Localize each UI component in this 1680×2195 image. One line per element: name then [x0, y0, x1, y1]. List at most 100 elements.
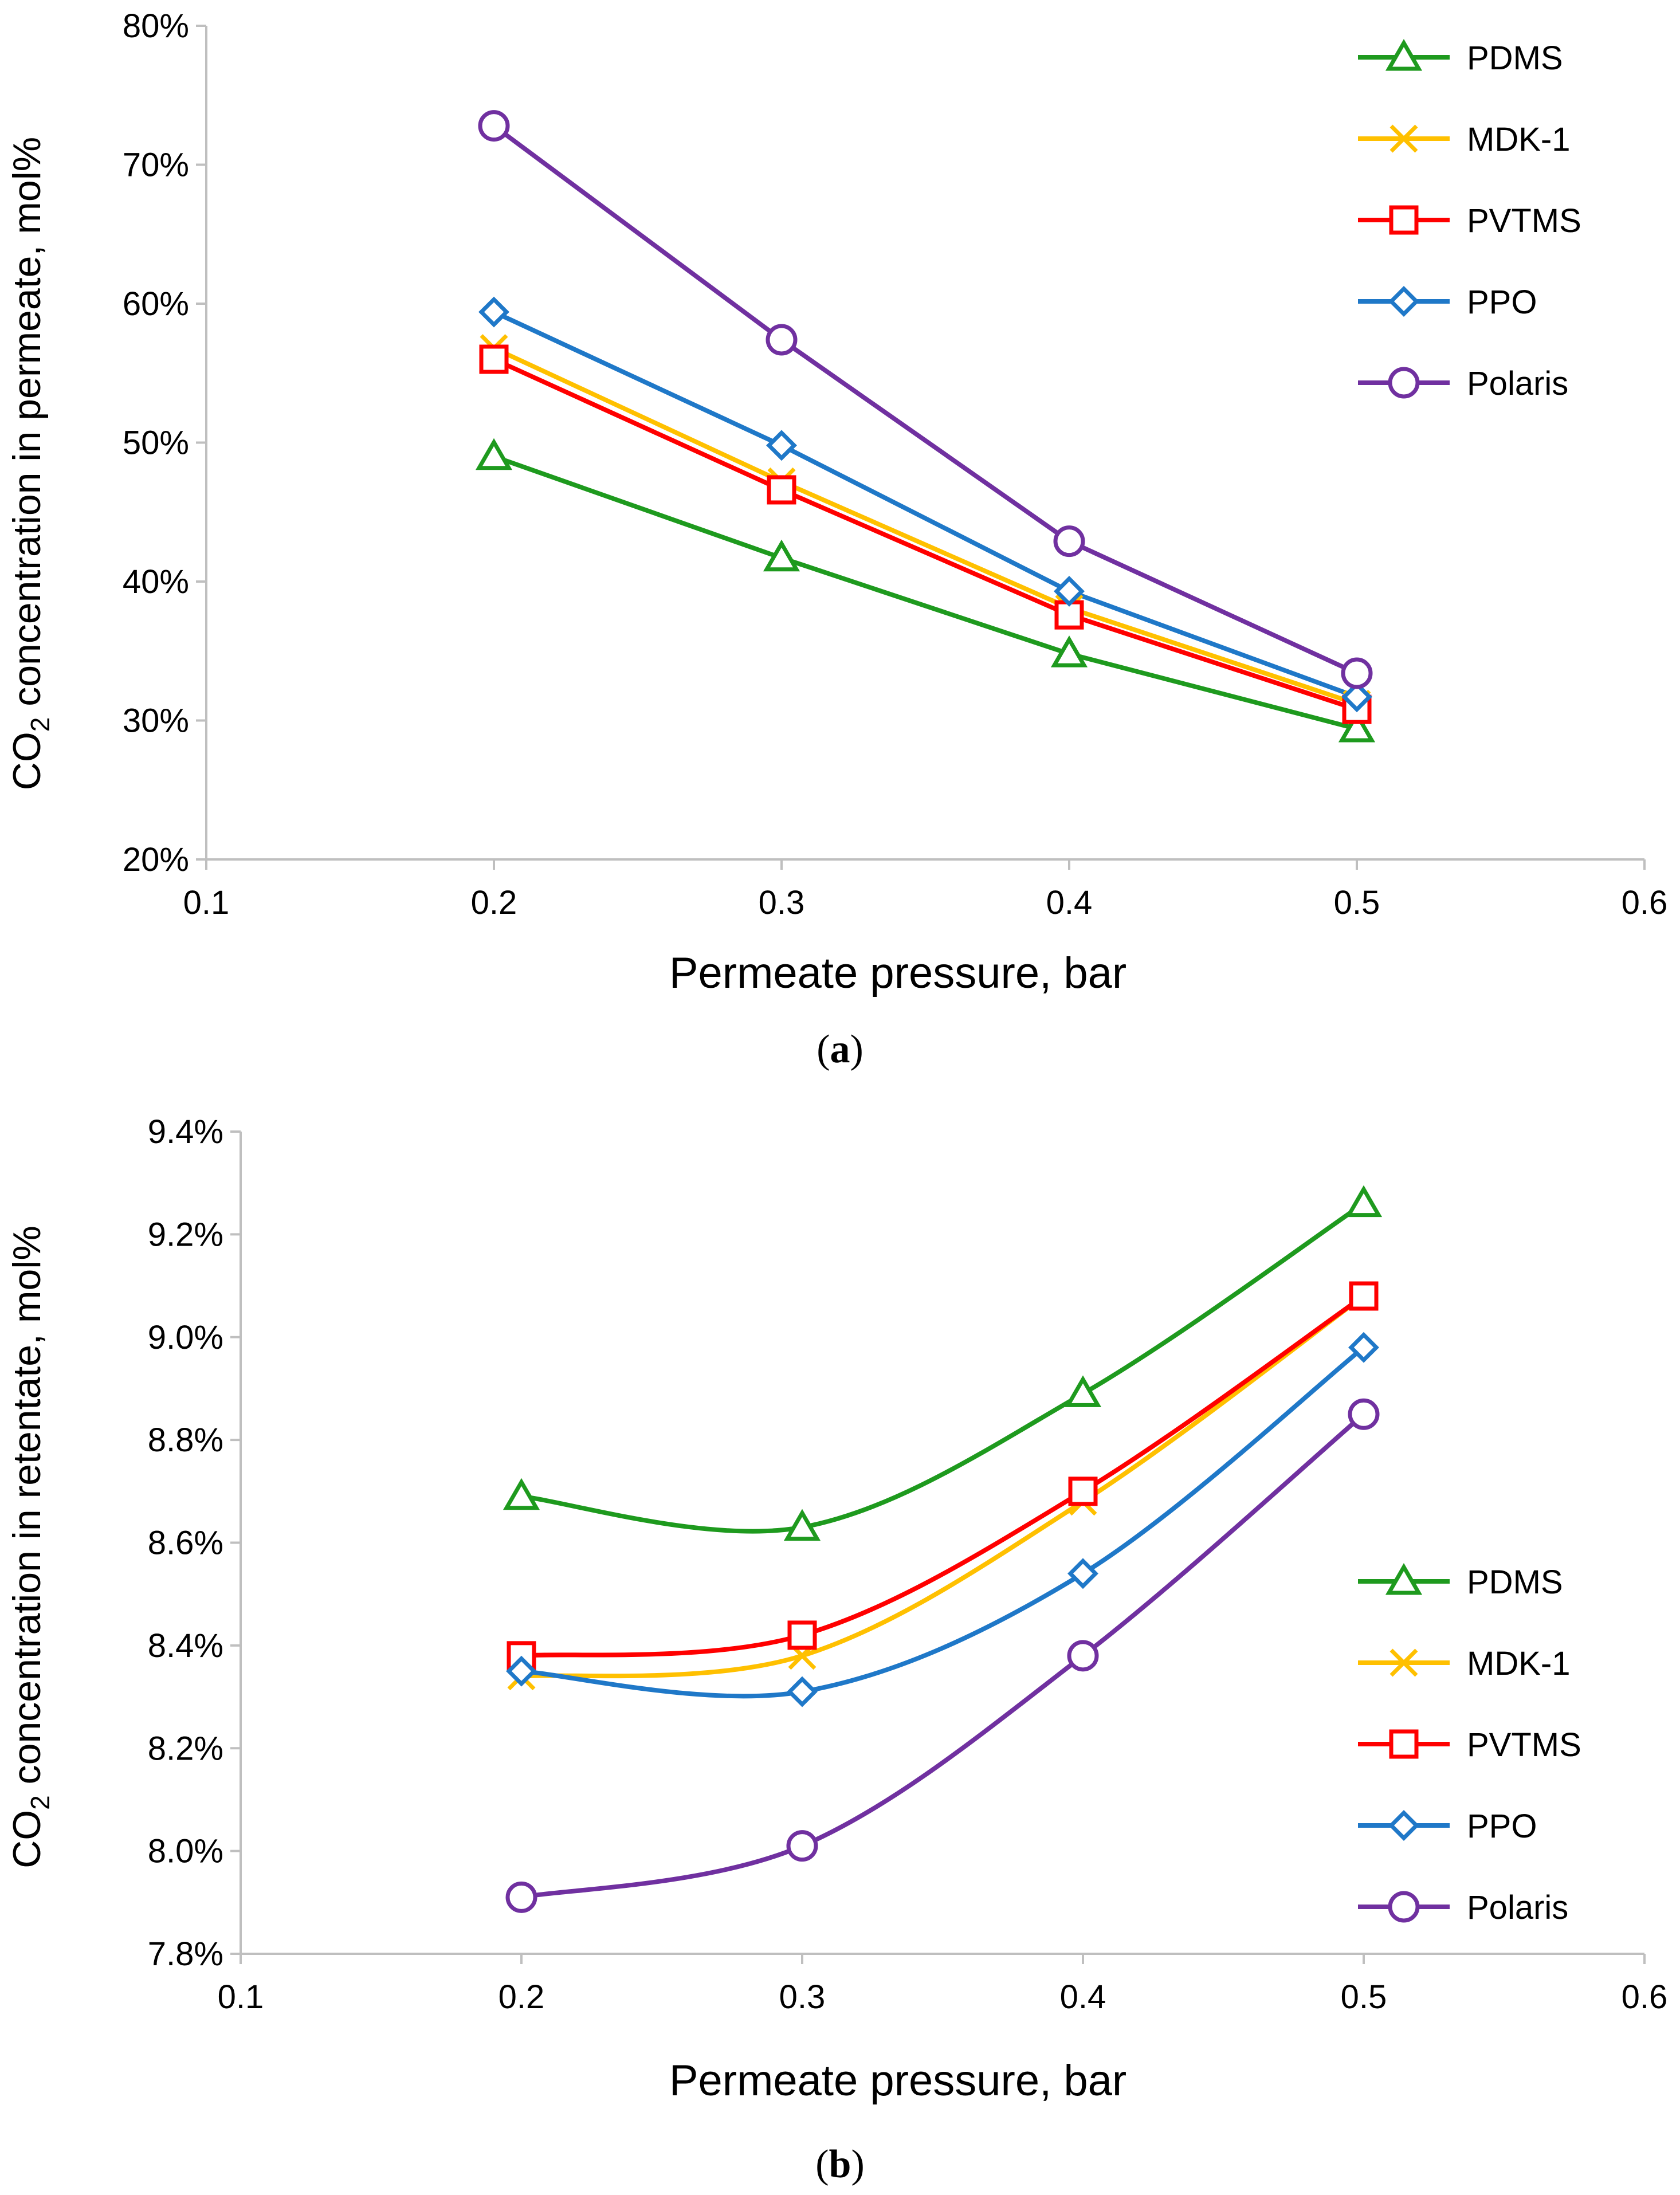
series-line-ppo: [493, 309, 1358, 700]
data-point-pdms: [1050, 635, 1088, 667]
data-point-polaris: [786, 1830, 818, 1862]
chart-b-legend: PDMS MDK-1 PVTMS PPO Polaris: [1358, 1563, 1581, 1926]
chart-a-permeate: 20%30%40%50%60%70%80%0.1 0.2 0.3 0.4 0.5 0.6 …: [5, 7, 1667, 1071]
series-line-pdms: [521, 1201, 1365, 1534]
y-tick-label: 60%: [123, 285, 189, 323]
data-point-pvtms: [1349, 1281, 1379, 1311]
data-point-polaris: [766, 324, 798, 356]
chart-a-y-axis-title: CO2 concentration in permeate, mol%: [5, 137, 55, 791]
y-tick-label: 8.4%: [148, 1627, 223, 1664]
data-point-polaris: [505, 1881, 537, 1913]
x-tick-label: 0.2: [498, 1978, 545, 2016]
x-tick-label: 0.6: [1622, 1978, 1668, 2016]
data-point-polaris: [478, 110, 510, 142]
data-point-ppo: [478, 296, 509, 328]
y-tick-label: 50%: [123, 425, 189, 462]
legend-label: PPO: [1467, 284, 1537, 321]
y-tick-label: 30%: [123, 702, 189, 740]
legend-label: Polaris: [1467, 365, 1568, 402]
legend-entry-mdk-1: MDK-1: [1358, 121, 1570, 158]
y-tick-label: 8.2%: [148, 1730, 223, 1767]
chart-b-caption: (b): [815, 2142, 865, 2186]
y-tick-label: 8.8%: [148, 1422, 223, 1459]
legend-marker: [1389, 1648, 1418, 1677]
data-point-ppo: [1067, 1558, 1098, 1589]
series-line-pvtms: [493, 357, 1358, 712]
legend-entry-polaris: Polaris: [1358, 1889, 1568, 1926]
x-tick-label: 0.5: [1334, 884, 1380, 921]
y-tick-label: 70%: [123, 147, 189, 184]
data-point-ppo: [1054, 576, 1085, 607]
data-point-pvtms: [479, 344, 509, 374]
y-tick-label: 9.0%: [148, 1319, 223, 1356]
x-tick-label: 0.6: [1622, 884, 1668, 921]
series-line-mdk-1: [493, 345, 1358, 706]
legend-label: Polaris: [1467, 1889, 1568, 1926]
data-point-pvtms: [1068, 1477, 1098, 1506]
legend-marker: [1389, 205, 1419, 235]
legend-label: PVTMS: [1467, 202, 1581, 239]
data-point-pvtms: [767, 475, 796, 505]
data-point-polaris: [1341, 657, 1373, 689]
legend-entry-ppo: PPO: [1358, 1808, 1537, 1845]
legend-marker: [1389, 124, 1418, 153]
legend-entry-ppo: PPO: [1358, 284, 1537, 321]
legend-marker: [1385, 1563, 1423, 1595]
data-point-pdms: [1064, 1375, 1102, 1407]
legend-marker: [1388, 1891, 1420, 1923]
y-tick-label: 8.0%: [148, 1833, 223, 1870]
y-tick-label: 80%: [123, 7, 189, 45]
series-line-mdk-1: [521, 1294, 1365, 1679]
legend-label: MDK-1: [1467, 121, 1570, 158]
legend-label: MDK-1: [1467, 1645, 1570, 1682]
y-tick-label: 9.4%: [148, 1113, 223, 1150]
chart-a-legend: PDMS MDK-1 PVTMS PPO Polaris: [1358, 39, 1581, 402]
y-tick-label: 7.8%: [148, 1935, 223, 1973]
legend-entry-pdms: PDMS: [1358, 39, 1563, 77]
data-point-polaris: [1348, 1398, 1380, 1430]
legend-label: PDMS: [1467, 1564, 1563, 1601]
data-point-pvtms: [787, 1620, 817, 1650]
x-tick-label: 0.3: [759, 884, 805, 921]
data-point-ppo: [1348, 1332, 1379, 1363]
data-point-pdms: [1338, 710, 1376, 743]
data-point-pdms: [783, 1509, 821, 1541]
x-tick-label: 0.2: [471, 884, 517, 921]
data-point-pdms: [763, 539, 800, 572]
y-tick-label: 40%: [123, 563, 189, 600]
series-line-ppo: [521, 1345, 1365, 1699]
chart-b-x-axis-title: Permeate pressure, bar: [669, 2056, 1126, 2105]
x-tick-label: 0.5: [1341, 1978, 1387, 2016]
legend-entry-pdms: PDMS: [1358, 1563, 1563, 1601]
series-line-pdms: [493, 454, 1358, 731]
y-tick-label: 9.2%: [148, 1216, 223, 1253]
legend-marker: [1388, 286, 1419, 317]
x-tick-label: 0.1: [183, 884, 230, 921]
chart-a-series: [475, 110, 1376, 743]
series-line-polaris: [492, 124, 1358, 676]
chart-b-retentate: 7.8% 8.0% 8.2% 8.4% 8.6% 8.8% 9.0% 9.2% 9.4% 0.1 0…: [5, 1113, 1667, 2186]
legend-marker: [1388, 1810, 1419, 1841]
legend-label: PVTMS: [1467, 1726, 1581, 1764]
legend-marker: [1388, 367, 1420, 399]
x-tick-label: 0.1: [218, 1978, 264, 2016]
legend-entry-pvtms: PVTMS: [1358, 1726, 1581, 1764]
chart-a-x-axis-title: Permeate pressure, bar: [669, 949, 1126, 998]
data-point-polaris: [1053, 525, 1085, 557]
legend-label: PDMS: [1467, 40, 1563, 77]
legend-entry-polaris: Polaris: [1358, 365, 1568, 402]
series-line-polaris: [521, 1412, 1365, 1900]
y-tick-label: 20%: [123, 841, 189, 878]
data-point-pdms: [1345, 1185, 1383, 1218]
x-tick-label: 0.3: [779, 1978, 826, 2016]
data-point-pdms: [475, 438, 513, 470]
chart-b-series: [503, 1185, 1383, 1913]
chart-a-caption: (a): [817, 1027, 863, 1071]
legend-marker: [1385, 39, 1423, 71]
series-line-pvtms: [521, 1294, 1365, 1658]
y-tick-label: 8.6%: [148, 1525, 223, 1562]
chart-b-y-axis-title: CO2 concentration in retentate, mol%: [5, 1226, 55, 1868]
x-tick-label: 0.4: [1046, 884, 1093, 921]
x-tick-label: 0.4: [1060, 1978, 1106, 2016]
data-point-pdms: [503, 1478, 540, 1510]
